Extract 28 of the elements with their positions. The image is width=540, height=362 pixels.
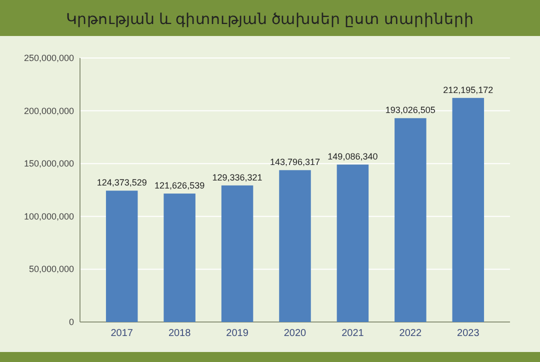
bar — [452, 98, 484, 322]
bar — [394, 118, 426, 322]
y-tick-label: 50,000,000 — [28, 264, 74, 274]
data-label: 143,796,317 — [270, 157, 320, 168]
y-tick-label: 0 — [68, 317, 74, 327]
y-tick-label: 150,000,000 — [24, 158, 74, 169]
data-label: 124,373,529 — [96, 178, 147, 188]
data-label: 129,336,321 — [212, 172, 262, 182]
x-tick-label: 2017 — [110, 328, 134, 339]
x-tick-label: 2019 — [226, 328, 249, 339]
bar — [221, 185, 254, 322]
y-tick-label: 250,000,000 — [24, 53, 74, 63]
x-tick-label: 2022 — [399, 328, 422, 339]
data-label: 149,086,340 — [328, 152, 378, 162]
x-tick-label: 2021 — [342, 328, 364, 339]
y-tick-label: 200,000,000 — [24, 106, 74, 116]
x-tick-label: 2018 — [168, 328, 192, 339]
data-label: 121,626,539 — [154, 180, 205, 191]
bar — [279, 170, 311, 322]
bar — [106, 190, 138, 322]
bar — [164, 194, 196, 322]
bar — [336, 164, 369, 322]
chart-title: Կրթության և գիտության ծախսեր ըստ տարիների — [66, 11, 474, 28]
y-tick-label: 100,000,000 — [24, 211, 74, 222]
x-tick-label: 2020 — [284, 328, 307, 339]
data-label: 212,195,172 — [443, 84, 494, 95]
x-tick-label: 2023 — [457, 328, 480, 339]
data-label: 193,026,505 — [385, 105, 436, 116]
